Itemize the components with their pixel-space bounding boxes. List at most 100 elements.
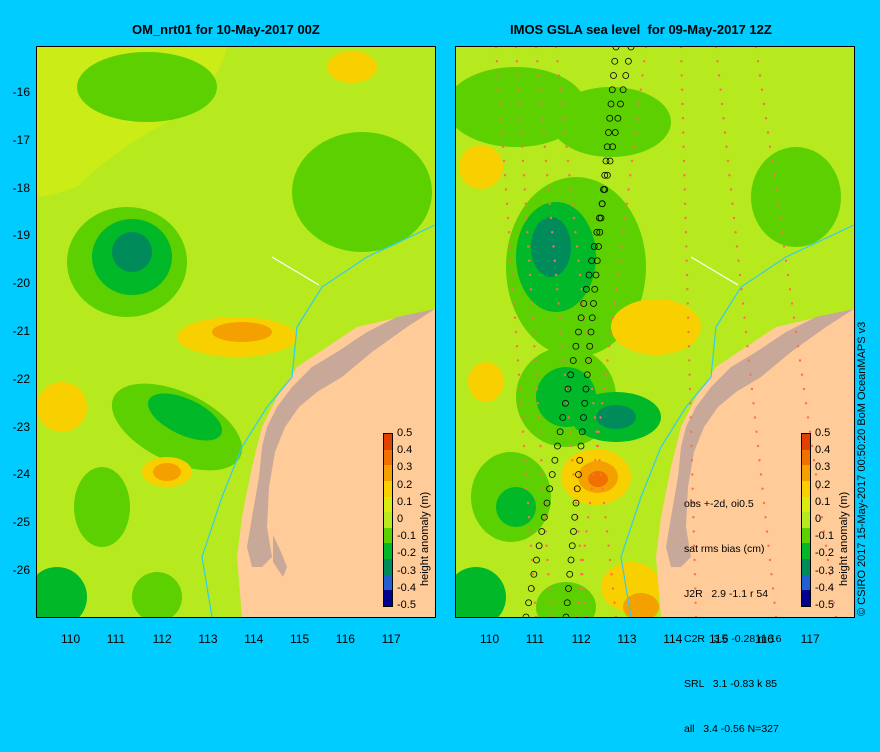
y-tick-label: -24 (12, 467, 30, 482)
satellite-observation-point (527, 516, 531, 519)
satellite-observation-point (534, 373, 538, 376)
satellite-observation-point (590, 243, 598, 250)
colorbar-tick-label: 0.2 (397, 478, 413, 491)
satellite-observation-point (518, 387, 522, 391)
satellite-observation-point (605, 129, 612, 136)
colorbar-tick-label: 0.3 (815, 461, 831, 474)
satellite-observation-point (578, 273, 582, 277)
satellite-observation-point (559, 88, 562, 91)
satellite-observation-point (580, 573, 583, 576)
satellite-observation-point (535, 542, 543, 550)
satellite-observation-point (548, 202, 551, 205)
satellite-observation-point (581, 302, 585, 305)
satellite-observation-point (604, 516, 607, 519)
satellite-observation-point (828, 573, 832, 576)
satellite-observation-point (572, 473, 575, 476)
satellite-observation-point (735, 245, 739, 248)
colorbar-tick-label: -0.1 (397, 530, 416, 543)
satellite-observation-point (687, 330, 690, 334)
colorbar-tick-label: 0.1 (815, 495, 831, 508)
satellite-observation-point (766, 131, 770, 134)
satellite-observation-point (798, 359, 802, 362)
satellite-observation-point (522, 444, 526, 448)
satellite-observation-point (585, 271, 593, 279)
satellite-observation-point (737, 259, 740, 262)
satellite-observation-point (566, 570, 574, 578)
satellite-observation-point (764, 117, 768, 120)
satellite-observation-point (688, 387, 692, 391)
satellite-observation-point (526, 501, 530, 505)
satellite-observation-point (611, 316, 614, 319)
satellite-observation-point (509, 259, 513, 262)
satellite-observation-point (619, 86, 627, 94)
satellite-observation-point (682, 145, 685, 148)
x-tick-label: 116 (754, 632, 774, 646)
satellite-observation-point (594, 459, 597, 462)
satellite-observation-point (630, 159, 634, 163)
satellite-observation-point (802, 387, 806, 391)
satellite-observation-point (511, 288, 515, 291)
satellite-observation-point (567, 556, 575, 564)
satellite-observation-point (497, 88, 501, 91)
satellite-observation-point (717, 74, 721, 77)
satellite-observation-point (557, 302, 560, 305)
satellite-observation-point (510, 273, 514, 277)
satellite-observation-point (554, 442, 561, 450)
satellite-observation-point (622, 231, 625, 234)
satellite-observation-point (539, 102, 543, 106)
satellite-observation-point (691, 487, 694, 490)
satellite-observation-point (688, 359, 691, 362)
satellite-observation-point (800, 373, 804, 376)
satellite-observation-point (508, 245, 512, 248)
satellite-observation-point (690, 459, 694, 462)
satellite-observation-point (625, 202, 628, 205)
satellite-observation-point (788, 288, 792, 291)
satellite-observation-point (587, 359, 591, 362)
satellite-observation-point (629, 174, 632, 177)
satellite-observation-point (691, 473, 694, 476)
satellite-observation-point (546, 485, 554, 493)
x-tick-label: 115 (709, 632, 729, 646)
satellite-observation-point (762, 102, 766, 106)
x-tick-label: 113 (198, 632, 218, 646)
satellite-observation-point (586, 342, 594, 350)
satellite-observation-point (599, 416, 602, 419)
satellite-observation-point (548, 601, 552, 604)
satellite-observation-point (569, 444, 573, 448)
x-tick-label: 114 (244, 632, 264, 646)
satellite-observation-point (549, 615, 553, 617)
satellite-observation-point (595, 243, 602, 250)
satellite-observation-point (607, 544, 610, 547)
satellite-observation-point (561, 399, 569, 407)
satellite-observation-point (522, 613, 530, 617)
y-tick-label: -17 (12, 132, 30, 147)
satellite-observation-point (544, 530, 547, 533)
satellite-observation-point (524, 473, 528, 476)
colorbar-gradient (801, 433, 811, 607)
satellite-observation-point (540, 459, 543, 462)
satellite-observation-point (516, 74, 519, 77)
satellite-observation-point (623, 216, 627, 220)
satellite-observation-point (758, 459, 761, 462)
satellite-observation-point (612, 47, 620, 51)
satellite-observation-point (592, 473, 595, 476)
satellite-observation-point (768, 558, 772, 562)
satellite-observation-point (613, 601, 616, 604)
satellite-observation-point (689, 416, 692, 419)
satellite-observation-point (572, 216, 576, 220)
satellite-observation-point (620, 245, 623, 248)
satellite-observation-point (578, 428, 586, 436)
satellite-observation-point (551, 231, 554, 234)
satellite-observation-point (634, 131, 637, 134)
satellite-observation-point (556, 288, 559, 291)
satellite-observation-point (790, 302, 794, 305)
satellite-observation-point (771, 587, 775, 590)
satellite-observation-point (832, 601, 836, 604)
satellite-observation-point (554, 273, 558, 277)
satellite-observation-point (528, 273, 532, 277)
satellite-observation-point (627, 47, 635, 51)
colorbar-tick-label: -0.4 (397, 581, 416, 594)
colorbar-tick-label: -0.5 (397, 599, 416, 611)
satellite-observation-point (576, 456, 584, 464)
satellite-observation-point (572, 499, 580, 507)
